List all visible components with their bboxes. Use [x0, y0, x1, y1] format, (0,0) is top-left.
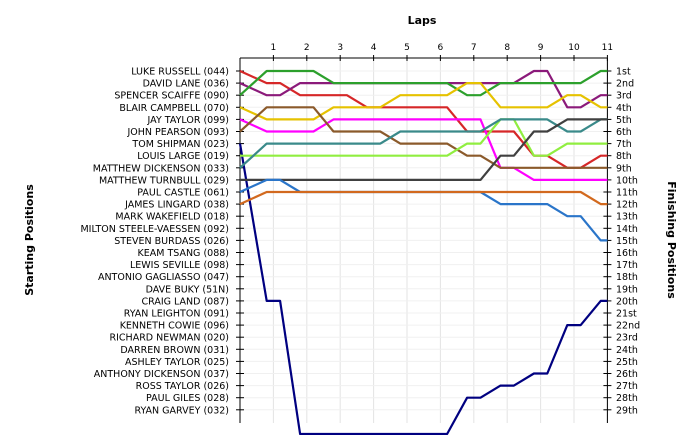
- finishing-position-label: 23rd: [616, 333, 638, 344]
- driver-label: TOM SHIPMAN (023): [131, 139, 229, 150]
- driver-label: RICHARD NEWMAN (020): [110, 333, 229, 344]
- finishing-position-label: 8th: [616, 151, 632, 162]
- lap-tick-label: 5: [404, 43, 410, 53]
- driver-label: KEAM TSANG (088): [138, 248, 230, 259]
- driver-label: MATTHEW DICKENSON (033): [93, 163, 229, 174]
- series-line: [239, 118, 608, 181]
- finishing-position-label: 17th: [616, 260, 638, 271]
- y-right-label: Finishing Positions: [665, 181, 678, 299]
- finishing-position-label: 26th: [616, 369, 638, 380]
- driver-label: JAMES LINGARD (038): [124, 200, 229, 211]
- finishing-position-label: 13th: [616, 212, 638, 223]
- finishing-position-label: 11th: [616, 188, 638, 199]
- finishing-position-label: 18th: [616, 272, 638, 283]
- driver-label: ANTHONY DICKENSON (037): [94, 369, 229, 380]
- driver-label: RYAN LEIGHTON (091): [124, 309, 229, 320]
- finishing-position-label: 3rd: [616, 91, 632, 102]
- driver-label: JOHN PEARSON (093): [126, 127, 229, 138]
- driver-label: MATTHEW TURNBULL (029): [99, 175, 229, 186]
- finishing-position-label: 27th: [616, 381, 638, 392]
- driver-label: DAVE BUKY (51N): [146, 284, 229, 295]
- finishing-position-label: 28th: [616, 393, 638, 404]
- driver-label: MILTON STEELE-VAESSEN (092): [80, 224, 229, 235]
- series-line: [239, 82, 608, 121]
- series-line: [239, 106, 608, 169]
- driver-label: JAY TAYLOR (099): [147, 115, 229, 126]
- series-line: [240, 118, 608, 181]
- finishing-position-label: 7th: [616, 139, 632, 150]
- driver-label: DARREN BROWN (031): [120, 345, 229, 356]
- series-line: [238, 143, 608, 435]
- driver-label: KENNETH COWIE (096): [120, 321, 229, 332]
- finishing-position-label: 4th: [616, 103, 632, 114]
- finishing-position-label: 12th: [616, 200, 638, 211]
- lap-tick-label: 7: [471, 43, 477, 53]
- finishing-position-label: 19th: [616, 284, 638, 295]
- lap-tick-label: 2: [304, 43, 310, 53]
- series-line: [239, 118, 608, 169]
- finishing-position-label: 14th: [616, 224, 638, 235]
- series-line: [240, 118, 608, 157]
- lap-tick-label: 11: [602, 43, 613, 53]
- finishing-position-label: 15th: [616, 236, 638, 247]
- driver-label: ROSS TAYLOR (026): [136, 381, 229, 392]
- finishing-position-label: 1st: [616, 67, 631, 78]
- finishing-position-label: 29th: [616, 405, 638, 416]
- lap-tick-label: 4: [371, 43, 377, 53]
- finishing-position-label: 10th: [616, 175, 638, 186]
- driver-label: MARK WAKEFIELD (018): [115, 212, 229, 223]
- lap-tick-label: 3: [337, 43, 343, 53]
- finishing-position-label: 22nd: [616, 321, 640, 332]
- finishing-position-label: 24th: [616, 345, 638, 356]
- finishing-position-label: 6th: [616, 127, 632, 138]
- driver-label: ASHLEY TAYLOR (025): [125, 357, 229, 368]
- series-line: [239, 190, 608, 206]
- lap-tick-label: 9: [538, 43, 544, 53]
- series-lines: [238, 69, 608, 435]
- finishing-position-label: 20th: [616, 296, 638, 307]
- driver-label: LUKE RUSSELL (044): [131, 67, 229, 78]
- driver-label: RYAN GARVEY (032): [135, 405, 230, 416]
- lap-tick-label: 8: [504, 43, 510, 53]
- driver-label: BLAIR CAMPBELL (070): [119, 103, 229, 114]
- finishing-position-label: 16th: [616, 248, 638, 259]
- driver-label: LEWIS SEVILLE (098): [130, 260, 229, 271]
- finishing-position-label: 21st: [616, 309, 637, 320]
- driver-label: PAUL CASTLE (061): [137, 188, 229, 199]
- driver-label: ANTONIO GAGLIASSO (047): [98, 272, 229, 283]
- driver-label: PAUL GILES (028): [146, 393, 229, 404]
- chart-title: Laps: [408, 14, 437, 27]
- lap-tick-label: 6: [438, 43, 444, 53]
- series-line: [239, 69, 608, 97]
- finishing-position-label: 2nd: [616, 79, 634, 90]
- lap-tick-label: 1: [271, 43, 277, 53]
- driver-label: CRAIG LAND (087): [141, 296, 229, 307]
- axis-labels: 1 2 3 4 5 6 7 8 9 10 11 LUKE RUSSELL (044)DAVID LAN…: [80, 43, 640, 416]
- y-left-label: Starting Positions: [23, 184, 36, 296]
- driver-label: STEVEN BURDASS (026): [114, 236, 229, 247]
- driver-label: DAVID LANE (036): [143, 79, 229, 90]
- driver-label: SPENCER SCAIFFE (090): [114, 91, 229, 102]
- finishing-position-label: 25th: [616, 357, 638, 368]
- finishing-position-label: 9th: [616, 163, 632, 174]
- finishing-position-label: 5th: [616, 115, 632, 126]
- lap-tick-label: 10: [568, 43, 580, 53]
- series-line: [239, 69, 608, 169]
- driver-label: LOUIS LARGE (019): [137, 151, 229, 162]
